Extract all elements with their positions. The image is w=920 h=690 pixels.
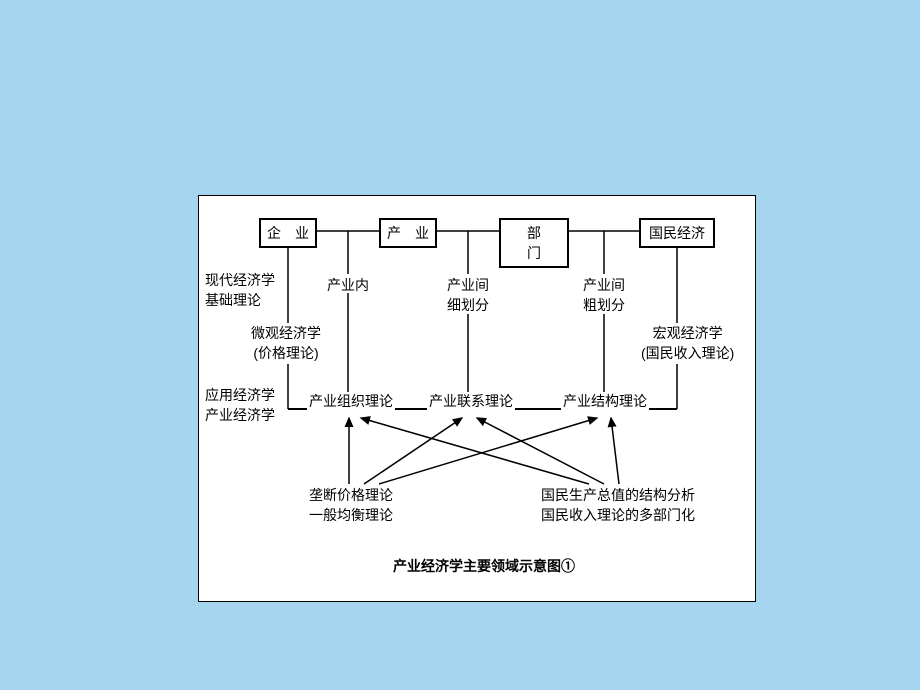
macro-l2: (国民收入理论) [641,345,734,361]
inter-coarse-l1: 产业间 [583,277,625,293]
label-monopoly: 垄断价格理论 一般均衡理论 [309,486,393,525]
label-macro-econ: 宏观经济学 (国民收入理论) [641,324,734,363]
inter-coarse-l2: 粗划分 [583,297,625,313]
label-micro-econ: 微观经济学 (价格理论) [251,324,321,363]
linkage-theory: 产业联系理论 [429,393,513,409]
gnp-l2: 国民收入理论的多部门化 [541,507,695,523]
box-industry: 产 业 [379,218,437,248]
micro-l1: 微观经济学 [251,325,321,341]
label-inter-fine: 产业间 细划分 [447,276,489,315]
applied-l1: 应用经济学 [205,387,275,403]
label-intra-industry: 产业内 [327,276,369,296]
monopoly-l2: 一般均衡理论 [309,507,393,523]
diagram-title: 产业经济学主要领域示意图① [374,556,594,576]
box-enterprise: 企 业 [259,218,317,248]
box-national-econ-label: 国民经济 [649,225,705,241]
modern-econ-l2: 基础理论 [205,292,261,308]
micro-l2: (价格理论) [253,345,318,361]
box-national-econ: 国民经济 [639,218,715,248]
gnp-l1: 国民生产总值的结构分析 [541,487,695,503]
modern-econ-l1: 现代经济学 [205,272,275,288]
macro-l1: 宏观经济学 [653,325,723,341]
label-applied-econ: 应用经济学 产业经济学 [205,386,275,425]
box-enterprise-label: 企 业 [267,225,309,241]
label-gnp: 国民生产总值的结构分析 国民收入理论的多部门化 [541,486,695,525]
box-sector-label: 部 门 [527,225,569,261]
box-sector: 部 门 [499,218,569,268]
label-modern-econ: 现代经济学 基础理论 [205,271,275,310]
applied-l2: 产业经济学 [205,407,275,423]
label-org-theory: 产业组织理论 [307,392,395,412]
label-inter-coarse: 产业间 粗划分 [583,276,625,315]
monopoly-l1: 垄断价格理论 [309,487,393,503]
box-industry-label: 产 业 [387,225,429,241]
structure-theory: 产业结构理论 [563,393,647,409]
inter-fine-l1: 产业间 [447,277,489,293]
title-text: 产业经济学主要领域示意图① [393,558,575,574]
org-theory: 产业组织理论 [309,393,393,409]
inter-fine-l2: 细划分 [447,297,489,313]
diagram-container: 企 业 产 业 部 门 国民经济 现代经济学 基础理论 微观经济学 (价格理论)… [198,195,756,602]
intra-industry: 产业内 [327,277,369,293]
label-structure-theory: 产业结构理论 [561,392,649,412]
label-linkage-theory: 产业联系理论 [427,392,515,412]
